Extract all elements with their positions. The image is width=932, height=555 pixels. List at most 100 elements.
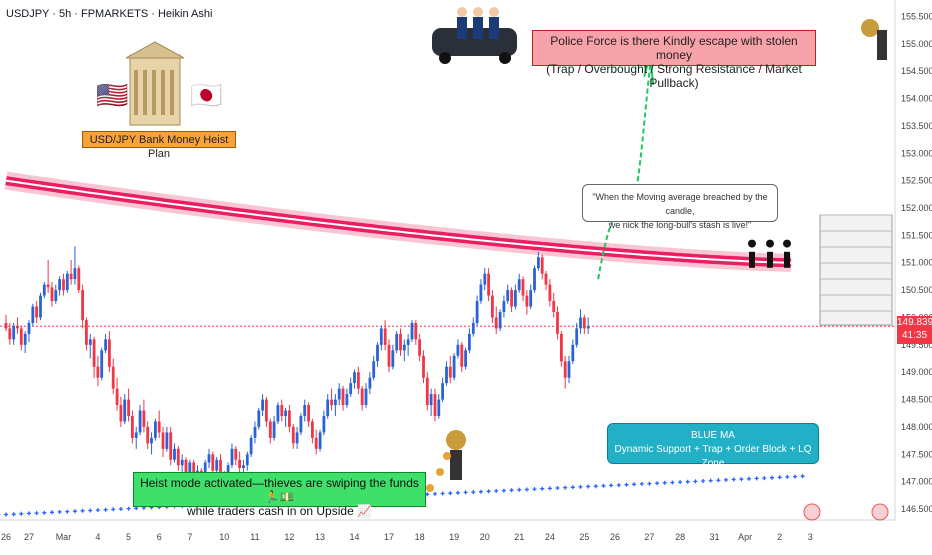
police-officer-body [489,17,499,39]
y-tick-label: 154.500 [901,66,932,76]
candle-body [338,389,341,400]
candle-body [560,334,563,361]
y-tick-label: 151.000 [901,258,932,268]
thief-body [877,30,887,60]
candle-body [250,438,253,454]
thief-body [450,450,462,480]
candle-body [568,361,571,377]
last-price-tag: 149.839 41:35 [897,316,932,344]
x-tick-label: 18 [415,532,425,542]
last-price: 149.839 [897,316,932,329]
candle-body [238,460,241,468]
x-tick-label: 31 [710,532,720,542]
candle-body [62,279,65,290]
candle-body [533,268,536,290]
blue-ma-title: BLUE MA [608,429,818,443]
candle-body [476,301,479,323]
x-tick-label: 2 [777,532,782,542]
candle-body [445,367,448,383]
y-tick-label: 149.000 [901,367,932,377]
candle-body [430,394,433,405]
candle-body [510,290,513,306]
candle-body [234,449,237,460]
candle-body [323,416,326,432]
thief-with-money-bag-icon [446,430,466,450]
police-line-1: Police Force is there Kindly escape with… [533,34,815,62]
candle-body [51,287,54,301]
thief-with-money-bag-icon [861,19,879,37]
robbers-icon [783,240,791,248]
earnings-event-icon [804,504,820,520]
candle-body [307,405,310,421]
candle-body [158,422,161,433]
candle-body [437,400,440,416]
candle-body [108,339,111,366]
candle-body [292,427,295,443]
candle-body [16,326,19,329]
y-tick-label: 151.500 [901,230,932,240]
candle-body [422,356,425,378]
candle-body [131,416,134,438]
candle-body [135,432,138,438]
candle-body [166,432,169,448]
police-line-2: (Trap / Overbought / Strong Resistance /… [533,62,815,90]
candle-body [537,257,540,268]
candle-body [453,356,456,378]
x-tick-label: 7 [187,532,192,542]
candle-body [441,383,444,399]
candle-body [464,350,467,366]
candle-body [28,323,31,334]
x-tick-label: 27 [644,532,654,542]
candle-body [403,345,406,351]
candle-body [70,274,73,280]
candle-body [319,432,322,448]
coin-icon [443,452,451,460]
candle-body [31,307,34,323]
bar-countdown: 41:35 [897,329,932,342]
candle-body [499,312,502,328]
police-officer-body [457,17,467,39]
candle-body [487,274,490,296]
candle-body [58,279,61,290]
x-tick-label: 6 [157,532,162,542]
candle-body [495,318,498,329]
candle-body [74,268,77,279]
candle-body [177,449,180,465]
candle-body [468,334,471,350]
candle-body [391,350,394,366]
x-tick-label: 10 [219,532,229,542]
y-tick-label: 152.000 [901,203,932,213]
candle-body [97,367,100,378]
candle-body [112,367,115,389]
y-tick-label: 155.000 [901,39,932,49]
candle-body [353,372,356,383]
candle-body [434,394,437,416]
candle-body [231,449,234,465]
candle-body [288,411,291,427]
candle-body [472,323,475,334]
x-tick-label: 13 [315,532,325,542]
candle-body [326,400,329,416]
candle-body [426,378,429,405]
candle-body [150,438,153,444]
y-tick-label: 154.000 [901,94,932,104]
x-tick-label: 27 [24,532,34,542]
candle-body [522,279,525,295]
y-tick-label: 147.500 [901,449,932,459]
candle-body [579,318,582,329]
candle-body [342,389,345,405]
heist-annotation: Heist mode activated—thieves are swiping… [133,472,426,507]
candle-body [81,290,84,320]
y-tick-label: 146.500 [901,504,932,514]
candle-body [365,389,368,405]
bank-column [161,70,165,115]
y-tick-label: 153.500 [901,121,932,131]
candle-body [127,400,130,416]
candle-body [12,326,15,340]
police-officers-icon [473,7,483,17]
candle-body [506,290,509,301]
x-tick-label: 14 [350,532,360,542]
police-officer-body [473,17,483,39]
police-officers-icon [457,7,467,17]
